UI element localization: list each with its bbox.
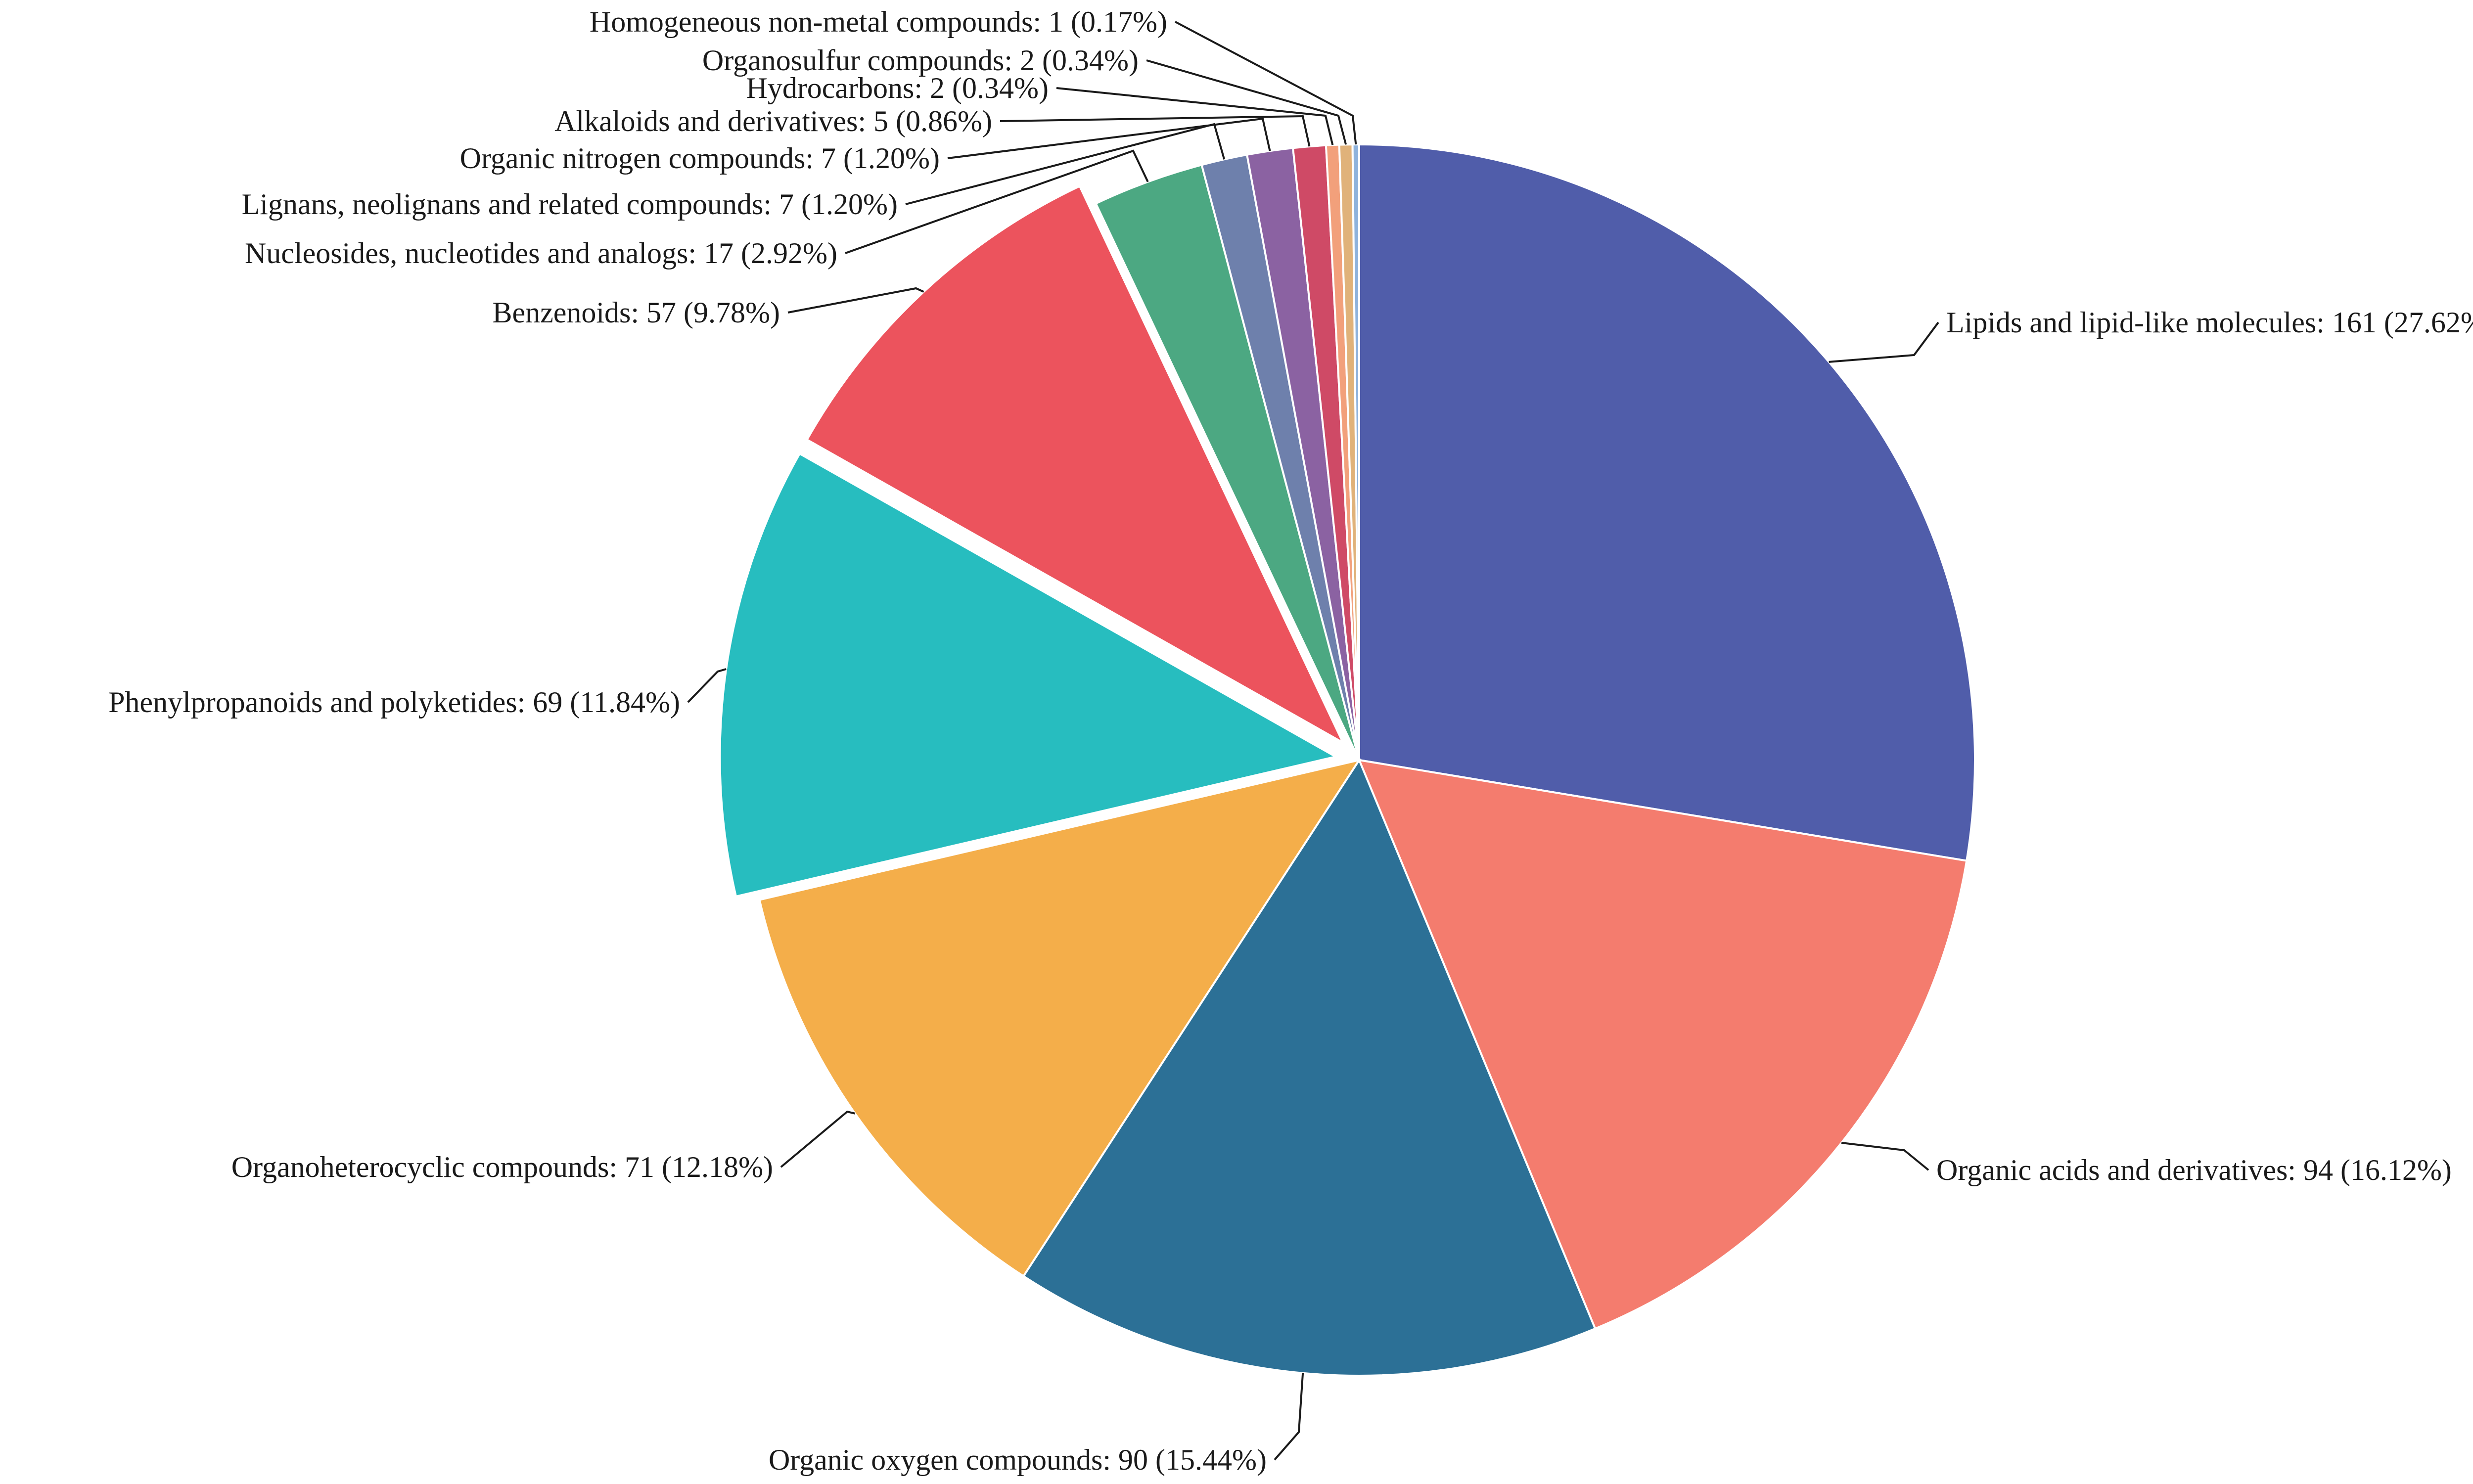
leader-line (1175, 21, 1357, 145)
slice-label: Phenylpropanoids and polyketides: 69 (11… (108, 686, 680, 719)
leader-line (1274, 1373, 1304, 1461)
pie-slice-lipids-and-lipid-like-molecules (1358, 143, 1976, 862)
pie-slice-organoheterocyclic-compounds (758, 758, 1362, 1278)
pie-slice-organic-acids-and-derivatives (1357, 759, 1968, 1330)
slice-label: Organic nitrogen compounds: 7 (1.20%) (460, 142, 940, 175)
slice-label: Lignans, neolignans and related compound… (242, 188, 898, 221)
leader-line (845, 149, 1149, 254)
leader-line (1829, 321, 1939, 363)
slice-label: Organic oxygen compounds: 90 (15.44%) (769, 1443, 1267, 1476)
labels-layer: Lipids and lipid-like molecules: 161 (27… (108, 5, 2473, 1476)
slice-label: Organoheterocyclic compounds: 71 (12.18%… (231, 1151, 773, 1183)
pie-slice-benzenoids (805, 184, 1345, 745)
leader-line (1056, 87, 1334, 145)
slice-label: Lipids and lipid-like molecules: 161 (27… (1946, 306, 2473, 339)
leader-line (787, 287, 924, 314)
slice-label: Benzenoids: 57 (9.78%) (492, 296, 780, 329)
slice-label: Hydrocarbons: 2 (0.34%) (746, 72, 1049, 104)
leader-line (1000, 115, 1311, 147)
leader-line (1146, 59, 1347, 145)
slices-layer (719, 143, 1976, 1377)
slice-label: Nucleosides, nucleotides and analogs: 17… (245, 237, 837, 270)
pie-slice-phenylpropanoids-and-polyketides (719, 452, 1338, 898)
leader-line (687, 668, 727, 703)
leader-lines-layer (687, 21, 1939, 1461)
slice-label: Organic acids and derivatives: 94 (16.12… (1936, 1154, 2452, 1186)
slice-label: Alkaloids and derivatives: 5 (0.86%) (554, 105, 992, 137)
leader-line (780, 1110, 856, 1168)
leader-line (1841, 1142, 1929, 1171)
slice-label: Organosulfur compounds: 2 (0.34%) (702, 44, 1139, 77)
slice-label: Homogeneous non-metal compounds: 1 (0.17… (590, 5, 1167, 38)
leader-line (947, 117, 1271, 159)
